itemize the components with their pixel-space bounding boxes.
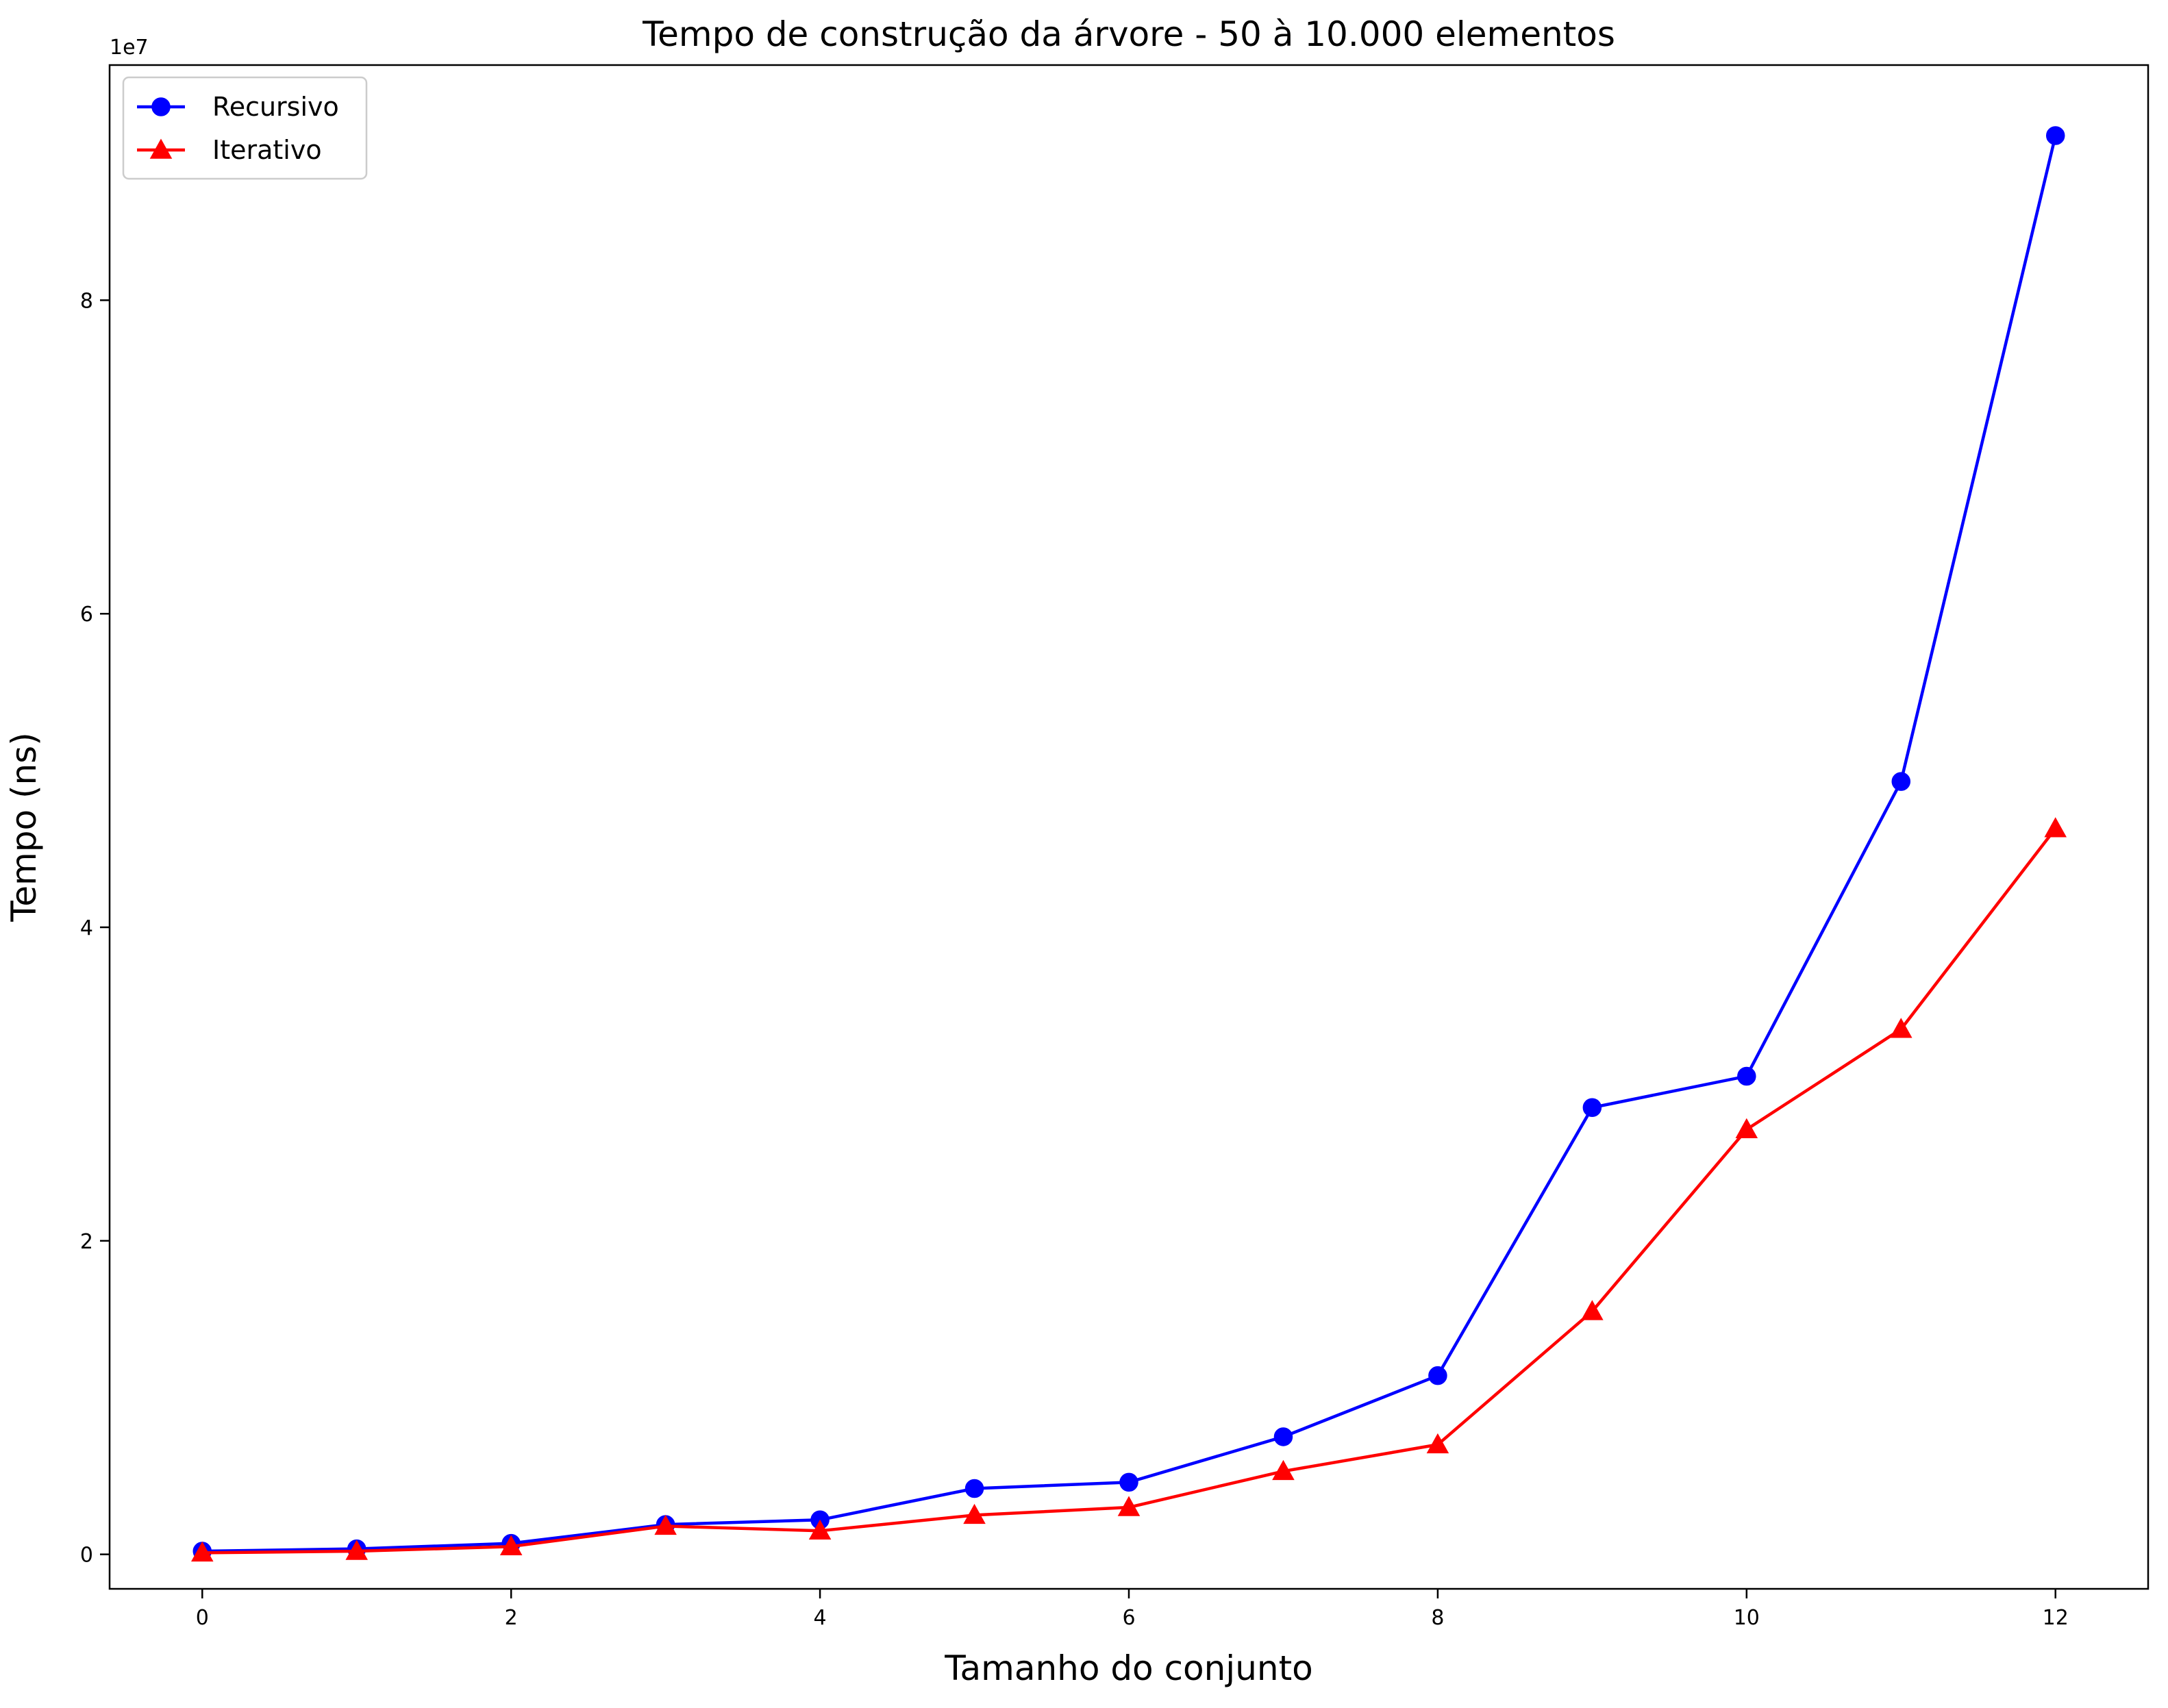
data-point-recursivo — [1737, 1066, 1756, 1086]
y-axis: 0 2 4 6 8 — [80, 289, 110, 1568]
legend-entry-recursivo: Recursivo — [137, 92, 339, 122]
data-point-recursivo — [1891, 772, 1911, 791]
data-point-iterativo — [1426, 1433, 1449, 1454]
x-tick-label: 2 — [505, 1606, 518, 1630]
data-point-recursivo — [1273, 1427, 1293, 1446]
data-point-recursivo — [2045, 126, 2065, 145]
x-tick-label: 12 — [2043, 1606, 2069, 1630]
x-tick-label: 4 — [814, 1606, 827, 1630]
x-tick-label: 10 — [1734, 1606, 1760, 1630]
x-axis-label: Tamanho do conjunto — [944, 1648, 1313, 1688]
chart-title: Tempo de construção da árvore - 50 à 10.… — [642, 14, 1615, 54]
data-point-iterativo — [499, 1535, 523, 1555]
y-tick-label: 0 — [80, 1544, 93, 1568]
x-axis: 0 2 4 6 8 10 12 — [196, 1589, 2069, 1630]
legend-swatch-marker — [149, 138, 173, 159]
y-axis-offset-label: 1e7 — [110, 36, 149, 60]
data-point-iterativo — [2044, 817, 2067, 838]
data-point-iterativo — [1735, 1118, 1758, 1139]
x-tick-label: 0 — [196, 1606, 209, 1630]
legend-label: Iterativo — [212, 135, 322, 165]
data-point-iterativo — [1272, 1459, 1295, 1481]
y-tick-label: 4 — [80, 916, 93, 940]
plot-area — [110, 65, 2148, 1589]
x-tick-label: 8 — [1431, 1606, 1444, 1630]
y-axis-label: Tempo (ns) — [4, 732, 44, 922]
legend-swatch-marker — [151, 97, 171, 116]
data-point-iterativo — [1889, 1018, 1912, 1038]
data-point-recursivo — [1428, 1366, 1447, 1385]
data-point-iterativo — [1581, 1300, 1604, 1320]
legend-entry-iterativo: Iterativo — [137, 135, 322, 165]
series-iterativo — [190, 817, 2067, 1562]
legend-box — [122, 76, 368, 180]
data-point-iterativo — [1117, 1496, 1141, 1516]
data-point-recursivo — [964, 1479, 984, 1498]
data-point-recursivo — [1582, 1098, 1602, 1117]
data-point-iterativo — [963, 1503, 986, 1524]
data-point-iterativo — [190, 1541, 214, 1562]
series-layer — [190, 126, 2067, 1562]
legend-label: Recursivo — [212, 92, 339, 122]
data-point-recursivo — [1119, 1472, 1138, 1492]
y-tick-label: 6 — [80, 603, 93, 627]
data-point-iterativo — [654, 1514, 677, 1535]
x-tick-label: 6 — [1122, 1606, 1135, 1630]
data-point-iterativo — [808, 1519, 832, 1540]
data-point-iterativo — [345, 1540, 369, 1560]
y-tick-label: 2 — [80, 1230, 93, 1254]
legend: Recursivo Iterativo — [122, 76, 368, 180]
y-tick-label: 8 — [80, 289, 93, 313]
